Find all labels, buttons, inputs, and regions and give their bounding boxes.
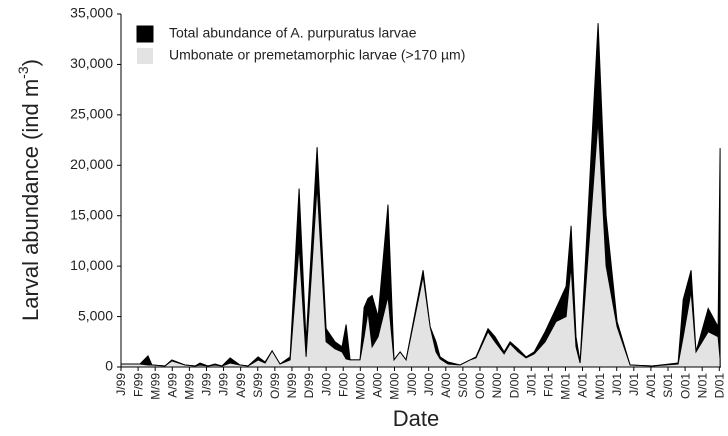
x-tick-label: J/99 bbox=[217, 373, 231, 396]
y-tick-label: 15,000 bbox=[70, 206, 113, 222]
x-tick-label: N/00 bbox=[490, 373, 504, 399]
x-tick-label: J/99 bbox=[200, 373, 214, 396]
x-tick-label: N/01 bbox=[695, 373, 709, 399]
legend-swatch bbox=[136, 25, 154, 43]
legend-label: Umbonate or premetamorphic larvae (>170 … bbox=[169, 47, 465, 63]
y-axis-title-sup: -3 bbox=[15, 66, 31, 79]
y-tick-label: 35,000 bbox=[70, 5, 113, 21]
x-tick-label: O/99 bbox=[268, 373, 282, 399]
x-tick-label: A/01 bbox=[644, 373, 658, 398]
x-tick-label: J/00 bbox=[319, 373, 333, 396]
x-tick-label: O/01 bbox=[678, 373, 692, 399]
x-tick-label: M/99 bbox=[148, 373, 162, 400]
y-axis-title-main: Larval abundance (ind m bbox=[18, 79, 43, 321]
y-tick-label: 5,000 bbox=[78, 307, 113, 323]
x-tick-label: A/01 bbox=[576, 373, 590, 398]
x-tick-label: F/99 bbox=[131, 373, 145, 397]
x-tick-label: J/00 bbox=[405, 373, 419, 396]
y-tick-label: 20,000 bbox=[70, 156, 113, 172]
y-tick-label: 10,000 bbox=[70, 257, 113, 273]
x-tick-label: F/00 bbox=[336, 373, 350, 397]
x-tick-label: D/99 bbox=[302, 373, 316, 399]
x-tick-label: S/00 bbox=[456, 373, 470, 398]
y-tick-label: 0 bbox=[105, 358, 113, 374]
x-axis-title: Date bbox=[393, 406, 439, 431]
y-tick-label: 30,000 bbox=[70, 55, 113, 71]
legend-swatch bbox=[137, 48, 153, 64]
legend-label: Total abundance of A. purpuratus larvae bbox=[169, 25, 417, 41]
x-tick-label: J/01 bbox=[627, 373, 641, 396]
y-axis-title: Larval abundance (ind m-3) bbox=[15, 59, 43, 321]
x-tick-label: M/00 bbox=[388, 373, 402, 400]
y-tick-label: 25,000 bbox=[70, 106, 113, 122]
x-tick-label: J/01 bbox=[610, 373, 624, 396]
x-tick-label: N/99 bbox=[285, 373, 299, 399]
y-axis-title-end: ) bbox=[18, 59, 43, 66]
x-tick-label: M/00 bbox=[353, 373, 367, 400]
x-tick-label: F/01 bbox=[542, 373, 556, 397]
x-tick-label: M/99 bbox=[183, 373, 197, 400]
x-tick-label: M/01 bbox=[559, 373, 573, 400]
x-tick-label: A/00 bbox=[371, 373, 385, 398]
x-tick-label: A/00 bbox=[439, 373, 453, 398]
area bbox=[120, 119, 721, 368]
x-tick-label: D/00 bbox=[507, 373, 521, 399]
x-tick-label: D/01 bbox=[712, 373, 726, 399]
x-tick-label: A/99 bbox=[165, 373, 179, 398]
x-tick-label: J/00 bbox=[422, 373, 436, 396]
x-tick-label: S/01 bbox=[661, 373, 675, 398]
x-tick-label: O/00 bbox=[473, 373, 487, 399]
x-tick-label: J/99 bbox=[114, 373, 128, 396]
x-tick-label: S/99 bbox=[251, 373, 265, 398]
x-tick-label: A/99 bbox=[234, 373, 248, 398]
x-tick-label: M/01 bbox=[593, 373, 607, 400]
x-tick-label: J/01 bbox=[524, 373, 538, 396]
